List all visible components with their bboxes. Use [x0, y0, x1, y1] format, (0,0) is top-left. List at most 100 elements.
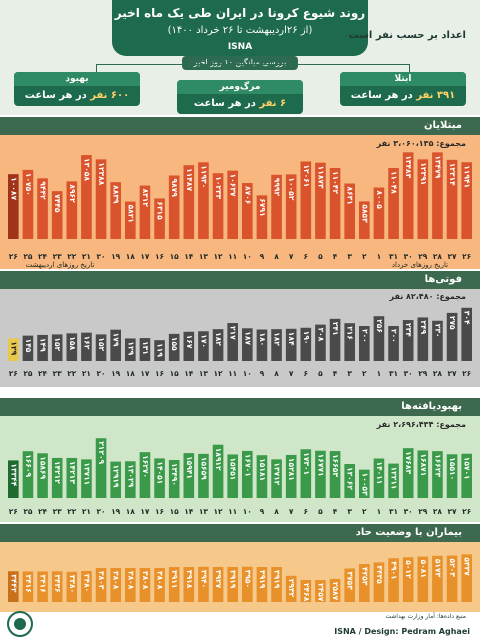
bar — [373, 316, 385, 361]
bar-value-label: ۱۱۰۴۸ — [390, 171, 399, 194]
bars — [8, 152, 472, 239]
bar-value-label: ۱۰۰۵۲ — [287, 177, 296, 200]
bar-value-label: ۹۴۴۲ — [39, 181, 48, 200]
bar — [344, 568, 355, 602]
bar — [256, 195, 268, 239]
tick-label: ۹ — [260, 507, 265, 516]
tick-label: ۱۹ — [111, 369, 121, 378]
tick-label: ۹ — [260, 369, 265, 378]
tick-label: ۴ — [333, 369, 338, 378]
bar — [37, 571, 48, 602]
tick-label: ۱۷ — [140, 507, 150, 516]
x-axis-ticks: ۲۶۲۷۲۸۲۹۳۰۳۱۱۲۳۴۵۶۷۸۹۱۰۱۱۱۲۱۳۱۴۱۵۱۶۱۷۱۸۱… — [9, 252, 472, 261]
value-labels: ۵۳۳۷ ۵۲۰۳ ۵۱۷۳ ۵۰۸۱ ۵۰۱۲ ۴۹۰۱ ۴۴۳۵ ۴۲۵۳ ۳۷۵۳ ۲۵۸۷… — [9, 557, 471, 601]
bar — [212, 444, 224, 498]
bar — [66, 181, 78, 239]
tick-label: ۷ — [289, 252, 294, 261]
bar — [51, 191, 63, 239]
bar — [315, 580, 326, 602]
isna-logo-icon — [7, 611, 33, 637]
x-axis-ticks: ۲۶۲۷۲۸۲۹۳۰۳۱۱۲۳۴۵۶۷۸۹۱۰۱۱۱۲۱۳۱۴۱۵۱۶۱۷۱۸۱… — [9, 369, 472, 378]
bar — [242, 183, 253, 239]
total-label: مجموع: ۲،۶۹۶،۴۳۴ نفر — [376, 420, 466, 429]
tick-label: ۲۲ — [67, 252, 77, 261]
bar-value-label: ۱۵۷۰۱ — [463, 457, 472, 480]
avg-box-unit: در هر ساعت — [193, 98, 256, 109]
tick-label: ۱۴ — [184, 252, 194, 261]
tick-label: ۶ — [304, 507, 309, 516]
bar — [139, 338, 151, 361]
bar-value-label: ۲۰۰ — [390, 329, 399, 343]
tick-label: ۴ — [333, 507, 338, 516]
tick-label: ۱۳ — [199, 507, 209, 516]
bar-value-label: ۱۲۰۶۱ — [302, 164, 311, 187]
bar — [66, 333, 78, 361]
bar-value-label: ۲۱۷ — [229, 326, 238, 340]
avg-box-unit: در هر ساعت — [24, 90, 87, 101]
average-tab: بررسی میانگین ۱۰ روز اخیر — [182, 56, 298, 70]
tick-label: ۱۹ — [111, 507, 121, 516]
bar — [227, 454, 238, 498]
bar-value-label: ۱۱۹۳۰ — [199, 165, 208, 188]
avg-box-label: ابتلا — [340, 72, 466, 86]
bar-value-label: ۶۳۱۵ — [156, 201, 165, 220]
bar-value-label: ۳۸۰۸ — [112, 571, 121, 590]
bar — [139, 452, 151, 498]
tick-label: ۱۸ — [126, 369, 136, 378]
bar — [300, 327, 312, 361]
bar-value-label: ۲۵۶ — [375, 319, 384, 333]
tick-label: ۱ — [377, 252, 382, 261]
avg-box-number: ۶۰۰ نفر — [90, 90, 130, 101]
bar-value-label: ۱۶۶۵۳ — [331, 454, 340, 477]
bars — [8, 307, 472, 361]
bar-value-label: ۲۰۰ — [360, 329, 369, 343]
bar-value-label: ۳۳۸۰ — [68, 575, 77, 593]
tick-label: ۱۲ — [213, 369, 223, 378]
bar — [402, 320, 414, 361]
tick-label: ۱ — [377, 369, 382, 378]
bar-value-label: ۳۹۱۹ — [229, 570, 238, 589]
avg-box-value: ۳۹۱ نفر در هر ساعت — [340, 86, 466, 106]
tick-label: ۲۲ — [67, 369, 77, 378]
tick-label: ۱۱ — [228, 507, 237, 516]
bar-value-label: ۲۴۱ — [331, 322, 340, 336]
bar-value-label: ۱۶۶۲۳ — [433, 454, 442, 477]
bar — [285, 575, 297, 602]
bar — [95, 334, 107, 361]
chart-critical: ۵۳۳۷ ۵۲۰۳ ۵۱۷۳ ۵۰۸۱ ۵۰۱۲ ۴۹۰۱ ۴۴۳۵ ۴۲۵۳ ۳۷۵۳ ۲۵۸۷… — [8, 554, 472, 602]
bar-value-label: ۲۵۸۷ — [331, 582, 340, 601]
tick-label: ۲۶ — [462, 369, 471, 378]
bar — [22, 169, 34, 239]
bar — [300, 579, 312, 602]
bar-value-label: ۱۰۷۵۰ — [24, 173, 33, 196]
bar-value-label: ۳۴۳۶ — [53, 574, 62, 592]
bar-value-label: ۱۶۲ — [82, 336, 91, 350]
bar-value-label: ۸۳۱۲ — [141, 189, 150, 208]
bar-value-label: ۱۳۰۵۸ — [82, 158, 91, 181]
bar-value-label: ۱۴۲۱۲ — [53, 461, 62, 484]
bar-value-label: ۱۴۹ — [39, 338, 48, 352]
tick-label: ۲ — [362, 369, 367, 378]
tick-label: ۱۵ — [170, 369, 180, 378]
bar-value-label: ۱۶۶۰۹ — [24, 454, 33, 477]
bars — [8, 554, 472, 602]
bar — [183, 165, 195, 239]
bar-value-label: ۲۳۴ — [404, 323, 413, 337]
bar-value-label: ۱۲۰۶۲ — [346, 467, 355, 490]
bar-value-label: ۳۴۸۰ — [82, 574, 91, 592]
bar-value-label: ۱۲۳۹۱ — [419, 162, 428, 185]
bar-value-label: ۱۲۲۱۱ — [390, 467, 399, 490]
tick-label: ۳۰ — [404, 252, 413, 261]
value-labels: ۱۵۷۰۱ ۱۵۵۱۰ ۱۶۶۲۳ ۱۶۸۷۱ ۱۷۶۸۳ ۱۲۲۱۱ ۱۴۰۱۱ ۱۰۰۵۳… — [9, 441, 471, 496]
agency-tag: ISNA — [206, 40, 274, 54]
page-subtitle: (از ۲۶اردیبهشت تا ۲۶ خرداد ۱۴۰۰) — [167, 25, 313, 36]
tick-label: ۷ — [289, 507, 294, 516]
units-note: اعداد بر حسب نفر است — [348, 30, 467, 41]
bar — [271, 567, 282, 602]
tick-label: ۵ — [318, 507, 323, 516]
bar-value-label: ۵۱۷۳ — [433, 559, 442, 578]
bar — [125, 461, 136, 498]
bar-value-label: ۳۹۵۰ — [243, 570, 252, 588]
bar — [125, 201, 136, 239]
bar — [285, 454, 297, 498]
